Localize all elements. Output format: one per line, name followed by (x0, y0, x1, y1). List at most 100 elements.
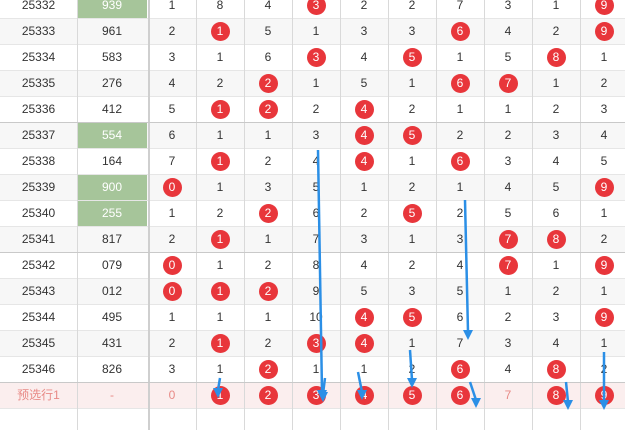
hit-ball: 2 (258, 386, 278, 406)
digit-cell-8: 8 (532, 45, 580, 70)
miss-count: 3 (264, 180, 272, 194)
miss-count: 1 (408, 76, 416, 90)
miss-count: 2 (216, 76, 224, 90)
digit-cell-1: 1 (196, 149, 244, 174)
digit-cell-3[interactable]: 3 (292, 383, 340, 408)
column-divider (340, 0, 341, 430)
digit-cell-0: 1 (148, 305, 196, 330)
digit-cell-1: 2 (196, 71, 244, 96)
miss-count: 2 (408, 258, 416, 272)
miss-count: 1 (264, 310, 272, 324)
digit-cell-7: 1 (484, 97, 532, 122)
table-row: 25342 079 0 1 2 8 4 2 4 7 1 9 (0, 253, 625, 279)
digit-cell-2: 2 (244, 201, 292, 226)
issue-number: 25335 (21, 76, 56, 90)
digit-cell-2: 1 (244, 305, 292, 330)
miss-count: 4 (264, 0, 272, 12)
digit-cell-8: 3 (532, 123, 580, 148)
digit-cell-9: 1 (580, 331, 625, 356)
digit-cell-1: 1 (196, 175, 244, 200)
digit-cell-0: 1 (148, 0, 196, 18)
hit-ball: 2 (258, 360, 278, 380)
digit-cell-2: 1 (244, 227, 292, 252)
hit-ball: 4 (354, 334, 374, 354)
digit-cell-8: 2 (532, 97, 580, 122)
miss-count: 1 (216, 180, 224, 194)
miss-count: 7 (168, 154, 176, 168)
miss-count: 5 (600, 154, 608, 168)
digit-cell-4[interactable]: 4 (340, 383, 388, 408)
miss-count: 2 (504, 310, 512, 324)
miss-count: 4 (312, 154, 320, 168)
draw-number: 495 (101, 310, 123, 324)
miss-count: 1 (216, 310, 224, 324)
miss-count: 1 (552, 258, 560, 272)
miss-count: 1 (168, 0, 176, 12)
digit-cell-6: 4 (436, 253, 484, 278)
miss-count: 3 (600, 102, 608, 116)
hit-ball: 6 (450, 74, 470, 94)
miss-count: 2 (408, 180, 416, 194)
digit-cell-5: 3 (388, 19, 436, 44)
digit-cell-0[interactable]: 0 (148, 383, 196, 408)
hit-ball: 6 (450, 22, 470, 42)
miss-count: 1 (360, 362, 368, 376)
digit-cell-7: 2 (484, 305, 532, 330)
digit-cell-3: 1 (292, 19, 340, 44)
digit-cell-7: 4 (484, 175, 532, 200)
hit-ball: 4 (354, 308, 374, 328)
digit-cell-1[interactable]: 1 (196, 383, 244, 408)
digit-cell-6[interactable]: 6 (436, 383, 484, 408)
draw-number: 412 (101, 102, 123, 116)
digit-cell-3: 10 (292, 305, 340, 330)
miss-count: 4 (552, 154, 560, 168)
miss-count: 3 (168, 50, 176, 64)
digit-cell-2[interactable]: 2 (244, 383, 292, 408)
miss-count: 4 (504, 180, 512, 194)
miss-count: 2 (552, 24, 560, 38)
digit-cell-7: 5 (484, 45, 532, 70)
table-row: 25333 961 2 1 5 1 3 3 6 4 2 9 (0, 19, 625, 45)
digit-cell-8: 8 (532, 357, 580, 382)
digit-cell-4: 5 (340, 279, 388, 304)
miss-count: 9 (312, 284, 320, 298)
digit-cell-6: 6 (436, 357, 484, 382)
draw-number: 900 (77, 175, 147, 200)
miss-count: 2 (456, 206, 464, 220)
hit-ball: 2 (258, 282, 278, 302)
digit-cell-3: 7 (292, 227, 340, 252)
hit-ball: 0 (162, 282, 182, 302)
digit-cell-6: 1 (436, 97, 484, 122)
issue-number: 25338 (21, 154, 56, 168)
hit-ball: 9 (594, 178, 614, 198)
digit-cell-5: 2 (388, 97, 436, 122)
digit-cell-8[interactable]: 8 (532, 383, 580, 408)
miss-count: 3 (504, 336, 512, 350)
miss-count: 2 (552, 284, 560, 298)
digit-cell-7[interactable]: 7 (484, 383, 532, 408)
digit-cell-3: 2 (292, 97, 340, 122)
digit-cell-5: 3 (388, 279, 436, 304)
hit-ball: 5 (402, 126, 422, 146)
issue-number: 25339 (21, 180, 56, 194)
hit-ball: 9 (594, 308, 614, 328)
digit-cell-8: 8 (532, 227, 580, 252)
digit-cell-2: 2 (244, 97, 292, 122)
miss-count: 4 (504, 24, 512, 38)
digit-cell-2: 4 (244, 0, 292, 18)
miss-count: 1 (216, 50, 224, 64)
digit-cell-0: 1 (148, 201, 196, 226)
digit-cell-5[interactable]: 5 (388, 383, 436, 408)
digit-cell-6: 7 (436, 0, 484, 18)
digit-cell-2: 2 (244, 331, 292, 356)
digit-cell-3: 6 (292, 201, 340, 226)
digit-cell-6: 5 (436, 279, 484, 304)
hit-ball: 5 (402, 308, 422, 328)
miss-count: 3 (360, 232, 368, 246)
hit-ball: 8 (546, 360, 566, 380)
digit-cell-9[interactable]: 9 (580, 383, 625, 408)
miss-count: 1 (504, 102, 512, 116)
digit-cell-6: 1 (436, 175, 484, 200)
group-separator (0, 252, 625, 253)
digit-cell-6: 3 (436, 227, 484, 252)
